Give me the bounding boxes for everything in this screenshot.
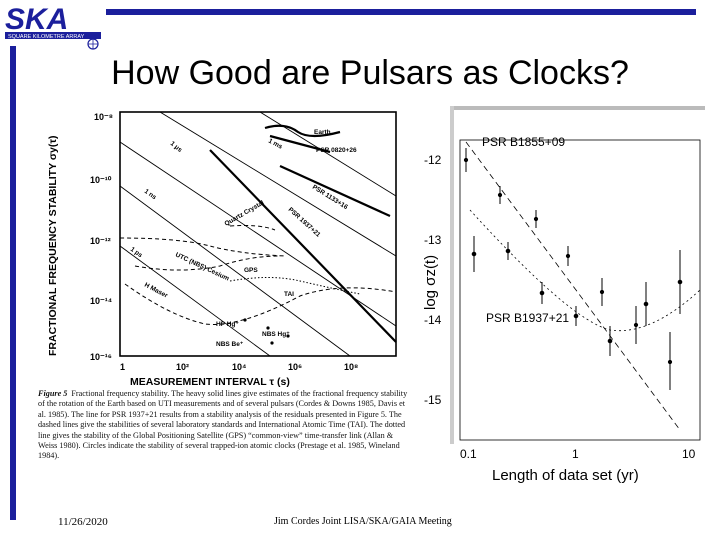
left-accent-bar bbox=[10, 46, 16, 520]
psr1937-line bbox=[209, 149, 397, 343]
quartz-tail bbox=[229, 225, 276, 231]
caption-head: Figure 5 bbox=[38, 389, 68, 398]
label-utc: UTC (NBS) Cesium bbox=[174, 251, 230, 282]
ytick: -14 bbox=[424, 313, 442, 327]
standards-curves bbox=[119, 225, 397, 325]
xtick: 10⁴ bbox=[232, 362, 246, 372]
label-1us: 1 μs bbox=[169, 140, 184, 154]
label-nbsbe: NBS Be⁺ bbox=[216, 341, 244, 348]
pulsar-timing-plot: log σz(t) -12 -13 -14 -15 0.1 1 10 Lengt… bbox=[422, 106, 705, 484]
stability-plot: FRACTIONAL FREQUENCY STABILITY σy(τ) 10⁻… bbox=[47, 111, 397, 388]
y-ticks: 10⁻⁸ 10⁻¹⁰ 10⁻¹² 10⁻¹⁴ 10⁻¹⁶ bbox=[90, 112, 113, 362]
ytick: 10⁻⁸ bbox=[94, 112, 113, 122]
psr0820-line bbox=[269, 134, 331, 154]
trend-1937 bbox=[469, 209, 701, 332]
quartz-curve bbox=[119, 237, 286, 257]
pulsar-lines bbox=[209, 124, 397, 343]
ytick: -15 bbox=[424, 393, 442, 407]
data-points bbox=[463, 148, 683, 390]
earth-line bbox=[264, 124, 341, 138]
right-y-ticks: -12 -13 -14 -15 bbox=[424, 153, 442, 407]
ytick: 10⁻¹⁶ bbox=[90, 352, 112, 362]
gps-curve bbox=[229, 277, 361, 295]
y-axis-label: FRACTIONAL FREQUENCY STABILITY σy(τ) bbox=[47, 135, 59, 356]
hmaser-curve bbox=[124, 283, 397, 325]
trend-1855 bbox=[465, 141, 681, 431]
series-label-1855: PSR B1855+09 bbox=[482, 135, 565, 149]
right-plot-frame bbox=[459, 139, 701, 441]
label-quartz: Quartz Crystal bbox=[224, 199, 266, 227]
xtick: 0.1 bbox=[460, 447, 477, 461]
xtick: 10⁶ bbox=[288, 362, 302, 372]
ion-clock-points bbox=[243, 318, 290, 345]
label-nbshg: NBS Hg⁺ bbox=[262, 331, 290, 338]
curve-labels: Earth PSR 0820+26 PSR 1133+16 PSR 1937+2… bbox=[129, 129, 357, 348]
x-ticks: 1 10² 10⁴ 10⁶ 10⁸ bbox=[120, 362, 358, 372]
caption-text: Fractional frequency stability. The heav… bbox=[38, 389, 408, 461]
psr1133-line bbox=[279, 164, 391, 218]
plot-frame bbox=[119, 111, 397, 357]
right-x-ticks: 0.1 1 10 bbox=[460, 447, 696, 461]
ska-logo: SKA SQUARE KILOMETRE ARRAY bbox=[3, 2, 103, 50]
x-axis-label: MEASUREMENT INTERVAL τ (s) bbox=[130, 376, 290, 388]
series-label-1937: PSR B1937+21 bbox=[486, 311, 569, 325]
logo-text: SKA bbox=[5, 3, 68, 36]
logo-subtitle: SQUARE KILOMETRE ARRAY bbox=[8, 34, 85, 40]
ytick: 10⁻¹² bbox=[90, 236, 111, 246]
top-accent-bar bbox=[106, 9, 696, 15]
label-hp: HP Hg⁺ bbox=[216, 321, 239, 328]
xtick: 1 bbox=[572, 447, 579, 461]
label-1ns: 1 ns bbox=[143, 188, 158, 202]
xtick: 10² bbox=[176, 362, 189, 372]
ytick: 10⁻¹⁴ bbox=[90, 296, 112, 306]
utc-curve bbox=[134, 255, 281, 271]
xtick: 1 bbox=[120, 362, 125, 372]
label-hmaser: H Maser bbox=[143, 282, 169, 300]
right-x-label: Length of data set (yr) bbox=[492, 467, 639, 484]
label-gps: GPS bbox=[244, 267, 258, 274]
label-earth: Earth bbox=[314, 129, 331, 136]
label-tai: TAI bbox=[284, 291, 294, 298]
label-psr0820: PSR 0820+26 bbox=[316, 147, 357, 154]
ytick: -13 bbox=[424, 233, 442, 247]
xtick: 10 bbox=[682, 447, 696, 461]
ytick: -12 bbox=[424, 153, 442, 167]
right-y-label: log σz(t) bbox=[422, 255, 439, 310]
figure-caption: Figure 5 Fractional frequency stability. … bbox=[38, 389, 410, 462]
footer-date: 11/26/2020 bbox=[58, 516, 108, 528]
slide-title: How Good are Pulsars as Clocks? bbox=[111, 54, 629, 92]
ytick: 10⁻¹⁰ bbox=[90, 175, 112, 185]
xtick: 10⁸ bbox=[344, 362, 358, 372]
footer-text: Jim Cordes Joint LISA/SKA/GAIA Meeting bbox=[274, 516, 452, 527]
